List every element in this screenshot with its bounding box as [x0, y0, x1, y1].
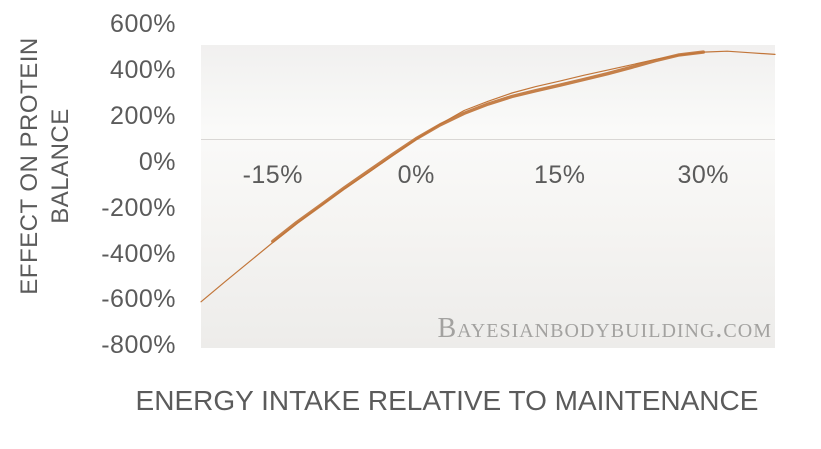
x-tick-label: 15%: [533, 160, 586, 189]
x-tick-label: 0%: [397, 160, 435, 189]
x-tick-label: 30%: [677, 160, 730, 189]
y-tick-label: 600%: [110, 9, 176, 38]
y-tick-label: -400%: [101, 239, 176, 268]
y-tick-label: -200%: [101, 193, 176, 222]
watermark: Bayesianbodybuilding.com: [437, 313, 772, 344]
y-tick-label: 400%: [110, 55, 176, 84]
category-axis-line: [201, 138, 775, 140]
protein-balance-data-line: [271, 50, 705, 244]
x-axis-title: ENERGY INTAKE RELATIVE TO MAINTENANCE: [135, 385, 759, 416]
x-tick-label: -15%: [242, 160, 303, 189]
trend-line-line: [200, 50, 776, 303]
y-tick-label: -600%: [101, 285, 176, 314]
plot-area: -15% 0% 15% 30% Bayesianbodybuilding.com: [200, 45, 776, 348]
y-tick-label: -800%: [101, 331, 176, 360]
y-tick-label: 0%: [138, 147, 176, 176]
y-tick-label: 200%: [110, 101, 176, 130]
series-plot: [200, 50, 776, 303]
